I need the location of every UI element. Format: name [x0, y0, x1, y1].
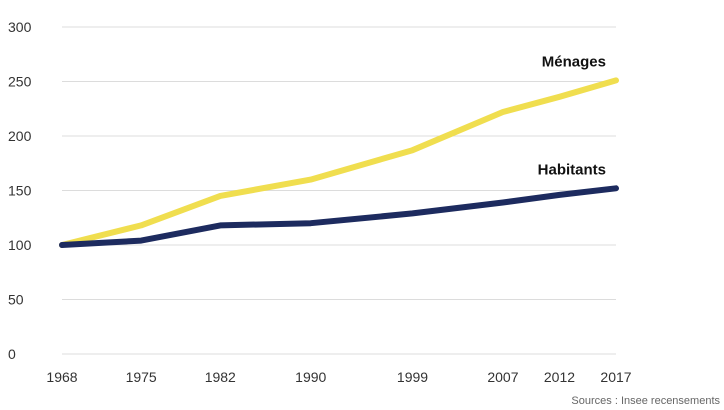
y-tick-label: 50 [8, 292, 24, 308]
x-tick-label: 2012 [544, 369, 575, 385]
series-label-habitants: Habitants [538, 161, 606, 178]
series-line-habitants [59, 185, 619, 248]
y-tick-label: 300 [8, 19, 32, 35]
y-tick-label: 250 [8, 74, 32, 90]
gridlines [62, 26, 616, 355]
y-tick-label: 100 [8, 237, 32, 253]
y-axis-ticks: 0 50 100 150 200 250 300 [8, 19, 32, 362]
source-note: Sources : Insee recensements [571, 395, 720, 407]
x-tick-label: 1999 [397, 369, 428, 385]
x-tick-label: 1968 [46, 369, 77, 385]
y-tick-label: 150 [8, 183, 32, 199]
x-tick-label: 2017 [600, 369, 631, 385]
y-tick-label: 200 [8, 128, 32, 144]
x-tick-label: 1982 [205, 369, 236, 385]
x-tick-label: 1990 [295, 369, 326, 385]
series-line-menages [59, 77, 619, 248]
y-tick-label: 0 [8, 346, 16, 362]
x-tick-label: 1975 [126, 369, 157, 385]
x-tick-label: 2007 [487, 369, 518, 385]
x-axis-ticks: 1968 1975 1982 1990 1999 2007 2012 2017 [46, 369, 631, 385]
series-lines [59, 77, 619, 248]
series-label-menages: Ménages [542, 53, 606, 70]
